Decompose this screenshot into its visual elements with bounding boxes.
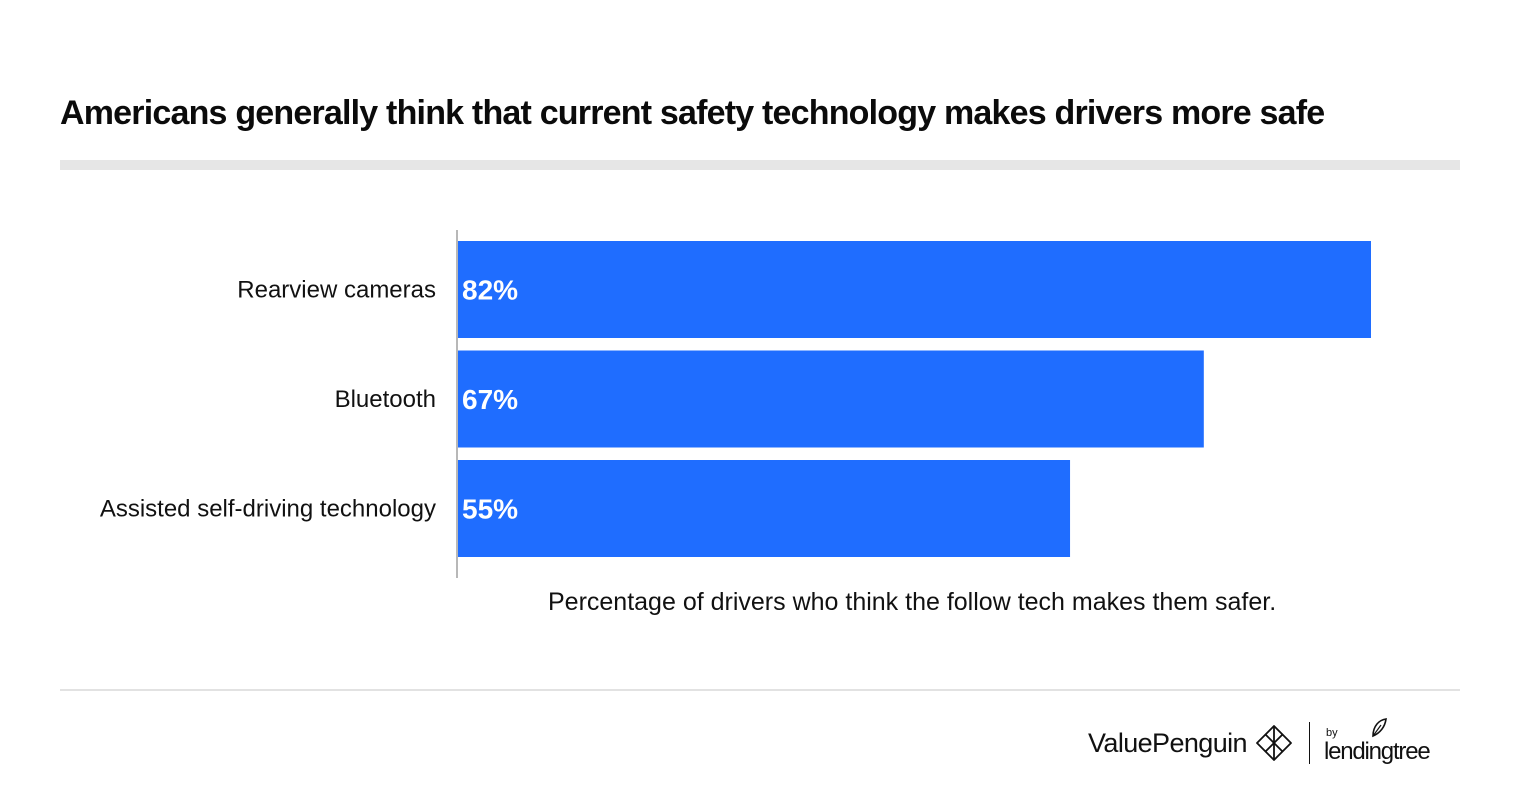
lendingtree-logo: by lendingtree	[1324, 718, 1446, 768]
bar-rearview-cameras	[457, 241, 1371, 338]
x-axis-caption: Percentage of drivers who think the foll…	[548, 588, 1277, 616]
category-label: Rearview cameras	[237, 277, 436, 304]
value-label: 82%	[462, 275, 518, 306]
value-label: 55%	[462, 494, 518, 525]
value-label: 67%	[462, 384, 518, 415]
lendingtree-by-text: by	[1325, 727, 1338, 739]
category-label: Bluetooth	[335, 386, 436, 413]
lendingtree-leaf-icon	[1372, 718, 1387, 738]
valuepenguin-logo-icon	[1256, 725, 1292, 761]
chart-title: Americans generally think that current s…	[60, 94, 1325, 132]
footer-divider	[60, 689, 1460, 691]
brand-divider	[1308, 722, 1310, 764]
title-divider	[60, 160, 1460, 170]
brand-logos: ValuePenguin by lendingtree	[1088, 718, 1446, 768]
bar-assisted-self-driving-technology	[457, 460, 1071, 557]
lendingtree-wordmark: lendingtree	[1323, 738, 1431, 765]
valuepenguin-wordmark: ValuePenguin	[1088, 727, 1248, 758]
bar-bluetooth	[457, 350, 1204, 448]
category-label: Assisted self-driving technology	[100, 496, 436, 523]
